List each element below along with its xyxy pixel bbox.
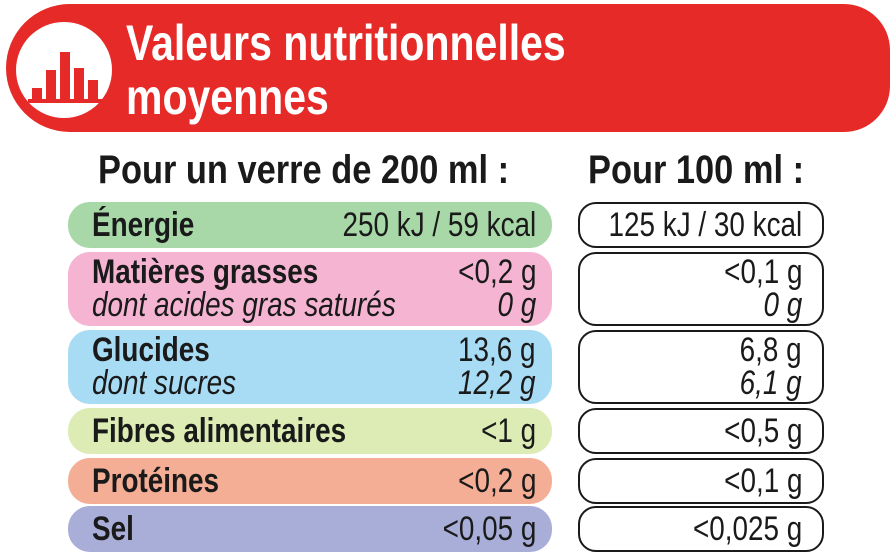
column-header-per-glass: Pour un verre de 200 ml : — [98, 148, 510, 192]
header-banner: Valeurs nutritionnelles moyennes — [6, 4, 890, 132]
per-glass-value: 13,6 g — [458, 331, 536, 369]
nutrient-sub-label: dont acides gras saturés — [92, 286, 396, 324]
nutrient-label: Protéines — [92, 462, 220, 500]
per-100ml-value: <0,025 g — [692, 510, 802, 548]
per-100ml-box-fat: <0,1 g 0 g — [578, 252, 824, 326]
per-glass-sub-value: 0 g — [497, 286, 536, 324]
per-100ml-value: <0,1 g — [723, 253, 802, 291]
per-glass-value: <0,2 g — [457, 253, 536, 291]
nutrient-label: Fibres alimentaires — [92, 412, 347, 450]
per-100ml-box-salt: <0,025 g — [578, 506, 824, 552]
nutrient-label: Glucides — [92, 331, 210, 369]
row-fat: Matières grasses <0,2 g dont acides gras… — [68, 252, 552, 326]
per-100ml-box-energy: 125 kJ / 30 kcal — [578, 202, 824, 248]
nutrient-label: Matières grasses — [92, 253, 319, 291]
page-title: Valeurs nutritionnelles moyennes — [126, 16, 566, 124]
title-line-2: moyennes — [126, 69, 329, 125]
per-100ml-value: <0,5 g — [723, 412, 802, 450]
per-glass-value: <0,05 g — [442, 510, 536, 548]
per-glass-sub-value: 12,2 g — [458, 364, 536, 402]
per-100ml-sub-value: 0 g — [763, 286, 802, 324]
per-glass-value: <1 g — [480, 412, 536, 450]
per-100ml-box-protein: <0,1 g — [578, 458, 824, 504]
row-protein: Protéines <0,2 g — [68, 458, 552, 504]
per-100ml-value: 6,8 g — [739, 331, 802, 369]
per-100ml-value: 125 kJ / 30 kcal — [608, 206, 802, 244]
per-100ml-box-carbs: 6,8 g 6,1 g — [578, 330, 824, 404]
nutrient-label: Énergie — [92, 206, 195, 244]
per-100ml-sub-value: 6,1 g — [739, 364, 802, 402]
title-line-1: Valeurs nutritionnelles — [126, 15, 566, 71]
row-energy: Énergie 250 kJ / 59 kcal — [68, 202, 552, 248]
bar-chart-icon — [16, 22, 112, 118]
nutrient-sub-label: dont sucres — [92, 364, 237, 402]
per-glass-value: 250 kJ / 59 kcal — [342, 206, 536, 244]
row-fiber: Fibres alimentaires <1 g — [68, 408, 552, 454]
per-100ml-value: <0,1 g — [723, 462, 802, 500]
per-glass-value: <0,2 g — [457, 462, 536, 500]
row-carbs: Glucides 13,6 g dont sucres 12,2 g — [68, 330, 552, 404]
nutrient-label: Sel — [92, 510, 134, 548]
column-header-per-100ml: Pour 100 ml : — [588, 148, 805, 192]
row-salt: Sel <0,05 g — [68, 506, 552, 552]
per-100ml-box-fiber: <0,5 g — [578, 408, 824, 454]
